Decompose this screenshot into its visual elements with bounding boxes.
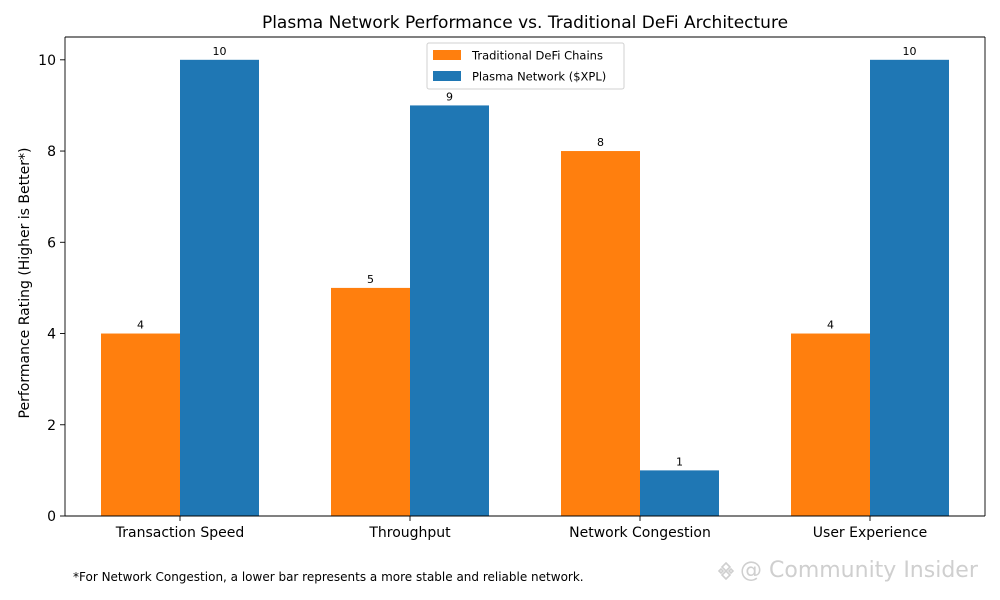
bar-plasma-3 xyxy=(870,59,949,517)
x-tick-label-2: Network Congestion xyxy=(569,525,711,541)
y-tick-label-4: 8 xyxy=(47,144,56,160)
bar-traditional-2 xyxy=(561,151,640,517)
y-tick-label-0: 0 xyxy=(47,509,56,525)
legend-label-1: Plasma Network ($XPL) xyxy=(472,70,606,84)
y-tick-label-1: 2 xyxy=(47,418,56,434)
data-label-traditional-1: 5 xyxy=(367,273,374,286)
legend-swatch-1 xyxy=(433,71,461,81)
watermark-text: @ Community Insider xyxy=(740,558,978,583)
data-label-plasma-2: 1 xyxy=(676,455,683,468)
watermark: @ Community Insider xyxy=(716,558,978,583)
data-label-plasma-1: 9 xyxy=(446,90,453,103)
data-label-traditional-0: 4 xyxy=(137,319,144,332)
chart-title: Plasma Network Performance vs. Tradition… xyxy=(262,13,788,33)
y-tick-label-3: 6 xyxy=(47,235,56,251)
data-label-traditional-3: 4 xyxy=(827,319,834,332)
legend-swatch-0 xyxy=(433,50,461,60)
y-tick-label-2: 4 xyxy=(47,327,56,343)
legend-label-0: Traditional DeFi Chains xyxy=(471,49,603,63)
data-label-plasma-3: 10 xyxy=(903,45,917,58)
footnote: *For Network Congestion, a lower bar rep… xyxy=(73,570,584,584)
x-tick-label-3: User Experience xyxy=(813,525,927,541)
data-label-traditional-2: 8 xyxy=(597,136,604,149)
bar-traditional-3 xyxy=(791,333,870,516)
binance-logo-icon xyxy=(717,561,735,580)
x-tick-label-0: Transaction Speed xyxy=(115,525,244,541)
bar-plasma-1 xyxy=(410,105,489,516)
bar-traditional-0 xyxy=(101,333,180,516)
y-axis-label: Performance Rating (Higher is Better*) xyxy=(17,148,33,419)
bar-plasma-2 xyxy=(640,470,719,516)
bar-traditional-1 xyxy=(331,287,410,516)
legend-box xyxy=(426,42,625,90)
x-tick-label-1: Throughput xyxy=(368,525,451,541)
bar-plasma-0 xyxy=(180,59,259,517)
data-label-plasma-0: 10 xyxy=(213,45,227,58)
y-tick-label-5: 10 xyxy=(38,53,56,69)
